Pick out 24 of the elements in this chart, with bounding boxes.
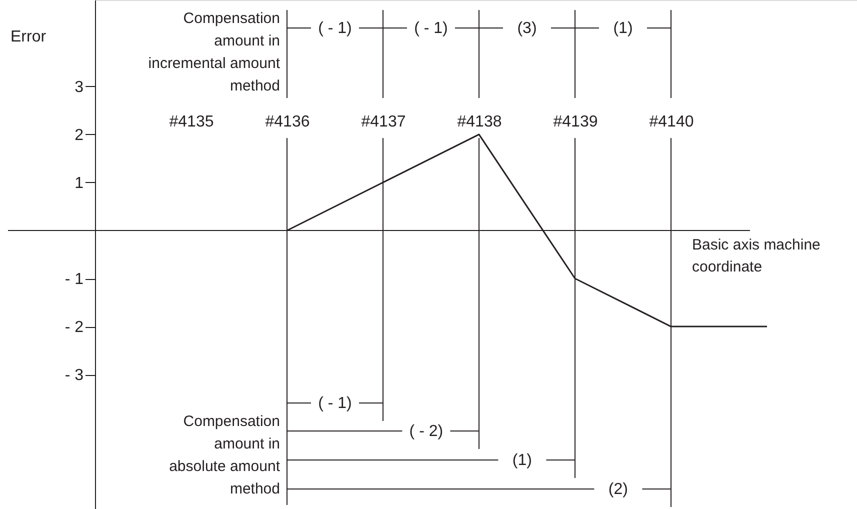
x-tick-label: #4138	[457, 114, 502, 130]
y-axis-title: Error	[10, 28, 47, 46]
y-tick-label: 2	[74, 126, 84, 144]
annotation: ( - 1)	[318, 20, 352, 37]
annotation: (1)	[512, 452, 532, 469]
y-tick-label: - 3	[64, 367, 84, 384]
annotation: Compensation amount in incremental amount method	[148, 10, 281, 94]
annotation: ( - 2)	[409, 423, 444, 440]
x-axis-title: Basic axis machine coordinate	[692, 236, 820, 276]
x-tick-label: #4137	[361, 114, 406, 130]
annotation: (3)	[517, 20, 537, 37]
annotation: (1)	[613, 20, 633, 37]
x-tick-label: #4139	[553, 114, 598, 130]
annotation: ( - 1)	[318, 395, 352, 412]
y-tick-label: 1	[74, 174, 84, 192]
y-tick-label: 3	[74, 78, 84, 96]
x-tick-label: #4140	[649, 114, 694, 130]
annotation: Compensation amount in absolute amount method	[169, 413, 281, 498]
x-tick-label: #4135	[169, 114, 214, 130]
annotation: ( - 1)	[414, 20, 448, 37]
y-tick-label: - 1	[64, 271, 84, 288]
x-tick-label: #4136	[265, 114, 310, 130]
annotation: (2)	[608, 481, 628, 498]
y-tick-label: - 2	[64, 319, 84, 336]
